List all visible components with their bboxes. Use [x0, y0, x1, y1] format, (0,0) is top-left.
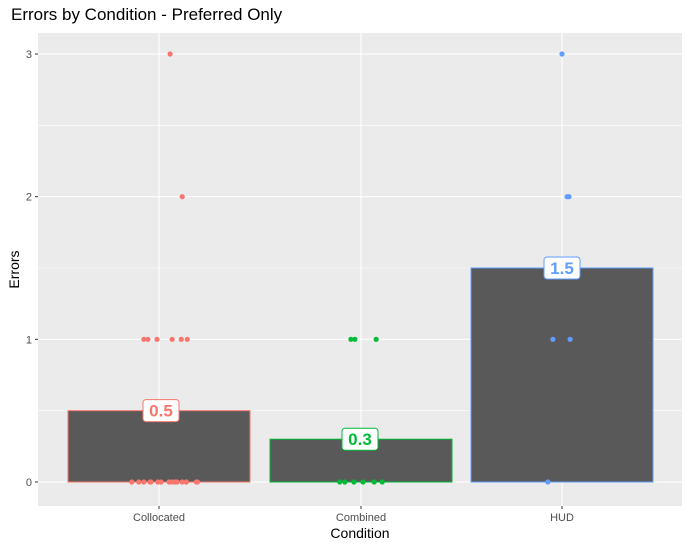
value-label-box	[142, 399, 180, 423]
data-point	[379, 479, 385, 485]
value-label-text: 0.3	[348, 430, 372, 449]
data-point	[545, 479, 551, 485]
data-point	[141, 479, 147, 485]
data-point	[342, 479, 348, 485]
data-point	[148, 479, 154, 485]
value-label-combined: 0.3	[341, 427, 379, 451]
data-point	[145, 336, 151, 342]
data-point	[141, 336, 147, 342]
bar-hud	[470, 267, 654, 483]
x-tick-label: HUD	[550, 512, 574, 524]
data-point	[179, 479, 185, 485]
data-point	[337, 479, 343, 485]
data-point	[348, 336, 354, 342]
chart-title: Errors by Condition - Preferred Only	[11, 5, 283, 24]
data-point	[174, 479, 180, 485]
data-point	[183, 479, 189, 485]
data-point	[373, 336, 379, 342]
data-point	[154, 336, 160, 342]
x-axis: Collocated Combined HUD	[133, 506, 574, 524]
value-label-collocated: 0.5	[142, 399, 180, 423]
data-point	[184, 336, 190, 342]
bar-value-labels: 0.5 0.3 1.5	[142, 256, 581, 451]
data-point	[194, 479, 200, 485]
data-point	[360, 479, 366, 485]
data-point	[351, 479, 357, 485]
y-tick-label: 2	[26, 192, 32, 204]
value-label-hud: 1.5	[543, 256, 581, 280]
data-point	[129, 479, 135, 485]
x-tick-label: Combined	[336, 512, 386, 524]
data-point	[178, 336, 184, 342]
y-tick-label: 1	[26, 334, 32, 346]
data-point	[567, 336, 573, 342]
data-point	[158, 479, 164, 485]
value-label-box	[543, 256, 581, 280]
y-axis: 0 1 2 3	[26, 49, 38, 489]
bar-collocated	[67, 410, 251, 483]
data-point	[371, 479, 377, 485]
y-tick-label: 3	[26, 49, 32, 61]
data-point	[550, 336, 556, 342]
data-point	[559, 51, 565, 57]
value-label-text: 1.5	[550, 259, 574, 278]
x-axis-title: Condition	[330, 525, 389, 541]
y-tick-label: 0	[26, 477, 32, 489]
value-label-box	[341, 427, 379, 451]
x-tick-label: Collocated	[133, 512, 185, 524]
data-point	[352, 336, 358, 342]
y-axis-title: Errors	[6, 250, 22, 288]
data-point	[566, 194, 572, 200]
data-points	[129, 51, 573, 485]
value-label-text: 0.5	[149, 402, 173, 421]
data-point	[179, 194, 185, 200]
data-point	[167, 51, 173, 57]
data-point	[136, 479, 142, 485]
data-point	[169, 336, 175, 342]
